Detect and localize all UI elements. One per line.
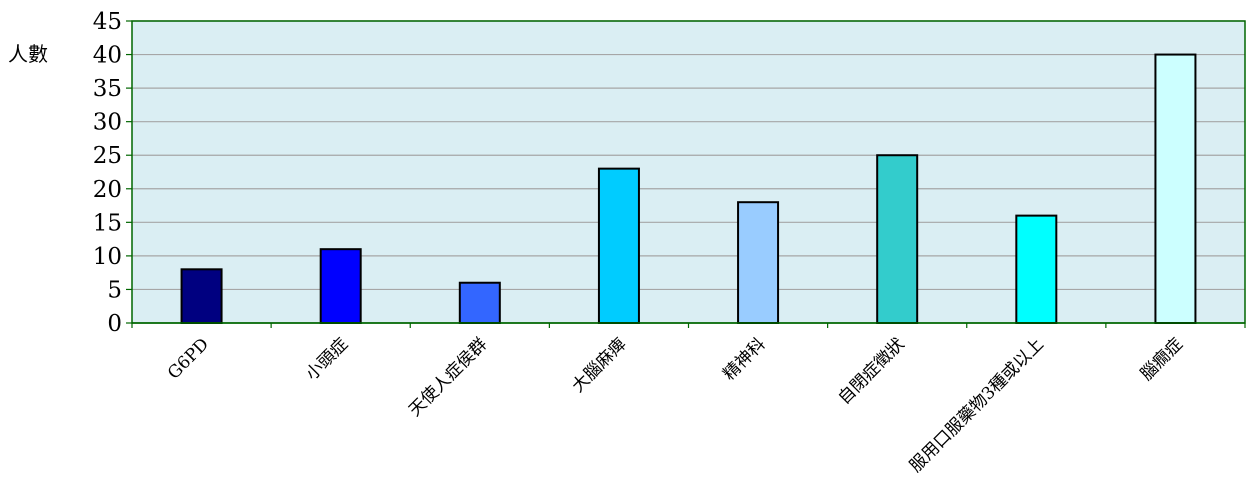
x-tick-label: 天使人症侯群 [404, 334, 491, 421]
x-tick-label: 服用口服藥物3種或以上 [906, 334, 1048, 476]
y-tick-label: 20 [93, 177, 122, 203]
y-tick-label: 0 [107, 311, 122, 337]
y-tick-label: 5 [107, 277, 122, 303]
x-tick-label: 自閉症徵狀 [834, 334, 908, 408]
bar [1154, 53, 1197, 325]
bar [180, 268, 223, 324]
bar [319, 248, 362, 324]
bar [597, 167, 640, 324]
y-tick-label: 40 [93, 43, 122, 69]
x-tick-label: 腦癇症 [1137, 334, 1187, 384]
x-tick-label: G6PD [164, 334, 213, 383]
x-tick-label: 精神科 [719, 334, 769, 384]
y-tick-label: 10 [93, 244, 122, 270]
bar [876, 154, 919, 324]
plot-background [132, 21, 1245, 323]
y-tick-label: 45 [93, 9, 122, 35]
y-tick-label: 35 [93, 76, 122, 102]
bar [1015, 214, 1058, 324]
y-tick-label: 25 [93, 143, 122, 169]
y-tick-label: 30 [93, 110, 122, 136]
y-axis-label: 人數 [8, 42, 48, 66]
bar [737, 201, 780, 324]
x-tick-label: 小頭症 [302, 334, 352, 384]
x-tick-label: 大腦麻痺 [568, 334, 630, 396]
bar [458, 281, 501, 325]
y-tick-label: 15 [93, 210, 122, 236]
